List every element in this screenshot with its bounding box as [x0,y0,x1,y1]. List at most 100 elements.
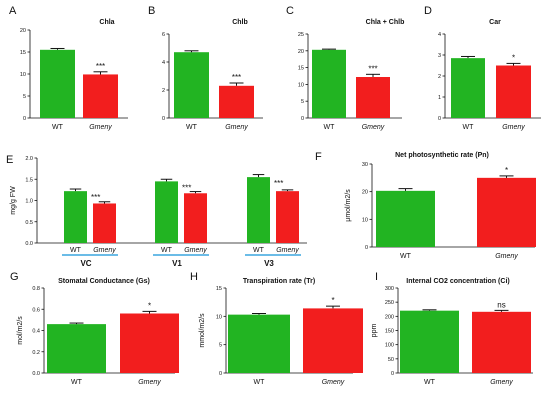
group-label: V3 [264,259,274,268]
panel-letter: I [375,271,378,283]
bar [247,177,270,243]
y-tick-label: 2 [162,88,165,94]
y-tick-label: 25 [298,32,304,38]
panel-letter: H [190,271,198,283]
category-label: Gmeny [495,253,518,260]
y-tick-label: 0 [365,245,368,251]
bar [93,203,116,243]
y-tick-label: 0.0 [32,371,40,377]
y-tick-label: 0.8 [32,286,40,292]
y-tick-label: 0.6 [32,307,40,313]
bar [477,177,536,247]
bar [496,65,531,118]
y-tick-label: 10 [216,314,222,320]
category-label: Gmeny [225,124,248,131]
significance-mark: *** [368,64,377,73]
panel-title: Internal CO2 concentration (Ci) [406,278,509,285]
y-tick-label: 20 [362,190,368,196]
category-label: Gmeny [138,379,161,386]
significance-mark: *** [232,73,241,82]
panel-g: G Stomatal Conductance (Gs) 0.0 0.2 0.4 0.6 0.… [10,271,179,386]
bar [47,324,106,373]
category-label: WT [186,124,198,131]
y-tick-label: 0 [162,116,165,122]
bar [451,58,485,118]
y-tick-label: 20 [298,49,304,55]
group-label: V1 [172,259,182,268]
y-tick-label: 4 [438,32,441,38]
y-tick-label: 0.5 [25,220,33,226]
y-tick-label: 0 [23,116,26,122]
y-tick-label: 2.0 [25,156,33,162]
panel-title: Net photosynthetic rate (Pn) [395,152,489,159]
significance-mark: *** [96,62,105,71]
significance-mark: *** [274,179,283,188]
panel-title: Chlb [232,19,248,26]
category-label: WT [254,379,266,386]
y-tick-label: 1 [438,95,441,101]
significance-mark: * [148,301,151,310]
category-label: WT [424,379,436,386]
panel-f: F Net photosynthetic rate (Pn) 0 10 20 30 μmol… [315,151,536,260]
y-tick-label: 100 [385,343,394,349]
y-tick-label: 30 [362,162,368,168]
category-label: Gmeny [184,247,207,254]
y-tick-label: 5 [23,94,26,100]
y-tick-label: 0 [301,116,304,122]
y-axis-label: mg/g FW [10,186,17,215]
y-tick-label: 0 [219,371,222,377]
y-tick-label: 2 [438,74,441,80]
bar [400,310,459,373]
category-label: WT [463,124,475,131]
bar [40,49,75,118]
category-label: WT [70,247,82,254]
panel-letter: B [148,5,155,17]
category-label: WT [71,379,83,386]
y-axis-label: μmol/m2/s [345,189,352,222]
bar [276,191,299,243]
y-tick-label: 1.0 [25,199,33,205]
y-tick-label: 0 [391,371,394,377]
y-tick-label: 20 [20,28,26,34]
category-label: Gmeny [490,379,513,386]
category-label: WT [52,124,64,131]
bar [120,313,179,373]
panel-letter: C [286,5,294,17]
category-label: Gmeny [276,247,299,254]
panel-d: D Car 0 1 2 3 4 WT Gmeny * [424,5,541,131]
y-axis-label: ppm [371,324,378,338]
y-tick-label: 200 [385,314,394,320]
y-tick-label: 15 [20,50,26,56]
panel-title: Transpiration rate (Tr) [243,278,315,285]
bar [155,181,178,243]
significance-mark: *** [91,193,100,202]
category-label: Gmeny [322,379,345,386]
panel-i: I Internal CO2 concentration (Ci) 0 50 100 15… [371,271,533,386]
panel-b: B Chlb 0 2 4 6 WT Gmeny *** [148,5,263,131]
bar [219,85,254,118]
category-label: WT [400,253,412,260]
bar [83,74,118,118]
category-label: Gmeny [362,124,385,131]
panel-h: H Transpiration rate (Tr) 0 5 10 15 mmol/m2/s W… [190,271,363,386]
panel-title: Stomatal Conductance (Gs) [58,278,150,285]
panel-title: Chla [99,19,114,26]
y-tick-label: 4 [162,60,165,66]
bar [303,308,363,373]
y-tick-label: 5 [301,99,304,105]
bar [356,77,390,118]
y-tick-label: 50 [388,357,394,363]
bar [184,193,207,243]
y-axis-label: mol/m2/s [17,316,24,345]
category-label: WT [253,247,265,254]
bar [228,314,290,373]
y-tick-label: 10 [362,217,368,223]
group-label: VC [80,259,91,268]
y-tick-label: 0 [438,116,441,122]
panel-letter: D [424,5,432,17]
panel-letter: G [10,271,19,283]
bar [472,311,531,373]
y-tick-label: 150 [385,329,394,335]
panel-letter: F [315,151,322,163]
y-tick-label: 0.0 [25,241,33,247]
